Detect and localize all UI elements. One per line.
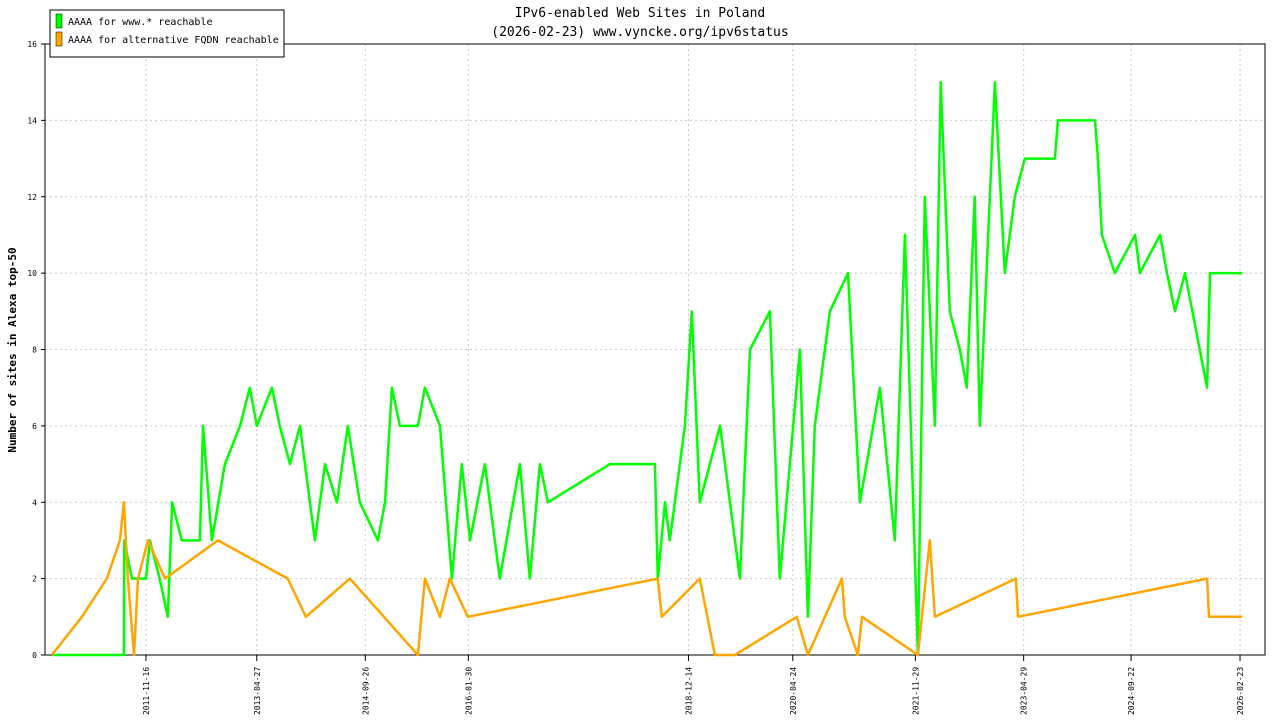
y-tick-label: 2	[32, 575, 37, 584]
y-tick-label: 4	[32, 498, 37, 507]
y-tick-label: 10	[27, 269, 37, 278]
x-tick-label: 2024-09-22	[1127, 667, 1136, 715]
y-tick-label: 16	[27, 40, 37, 49]
legend: AAAA for www.* reachable AAAA for alterna…	[49, 9, 285, 58]
legend-label: AAAA for www.* reachable	[68, 17, 213, 28]
y-tick-label: 0	[32, 651, 37, 660]
y-tick-label: 14	[27, 116, 37, 125]
legend-swatch	[55, 13, 63, 29]
x-tick-label: 2013-04-27	[253, 667, 262, 715]
legend-swatch	[55, 31, 63, 47]
chart-title: IPv6-enabled Web Sites in Poland	[515, 6, 765, 21]
x-tick-label: 2023-04-29	[1020, 667, 1029, 715]
x-tick-label: 2018-12-14	[684, 667, 693, 715]
x-tick-label: 2021-11-29	[911, 667, 920, 715]
chart-subtitle: (2026-02-23) www.vyncke.org/ipv6status	[491, 25, 788, 40]
x-tick-label: 2011-11-16	[142, 667, 151, 715]
y-tick-label: 12	[27, 193, 37, 202]
y-axis-label: Number of sites in Alexa top-50	[6, 247, 19, 452]
y-tick-label: 6	[32, 422, 37, 431]
y-tick-label: 8	[32, 346, 37, 355]
data-line	[50, 501, 1243, 657]
legend-box	[49, 9, 285, 58]
x-tick-label: 2016-01-30	[464, 667, 473, 715]
data-line	[51, 80, 1243, 657]
x-tick-label: 2014-09-26	[361, 667, 370, 715]
x-tick-label: 2026-02-23	[1236, 667, 1245, 715]
x-tick-label: 2020-04-24	[789, 667, 798, 715]
legend-label: AAAA for alternative FQDN reachable	[68, 35, 279, 46]
plot-frame	[44, 43, 1266, 656]
